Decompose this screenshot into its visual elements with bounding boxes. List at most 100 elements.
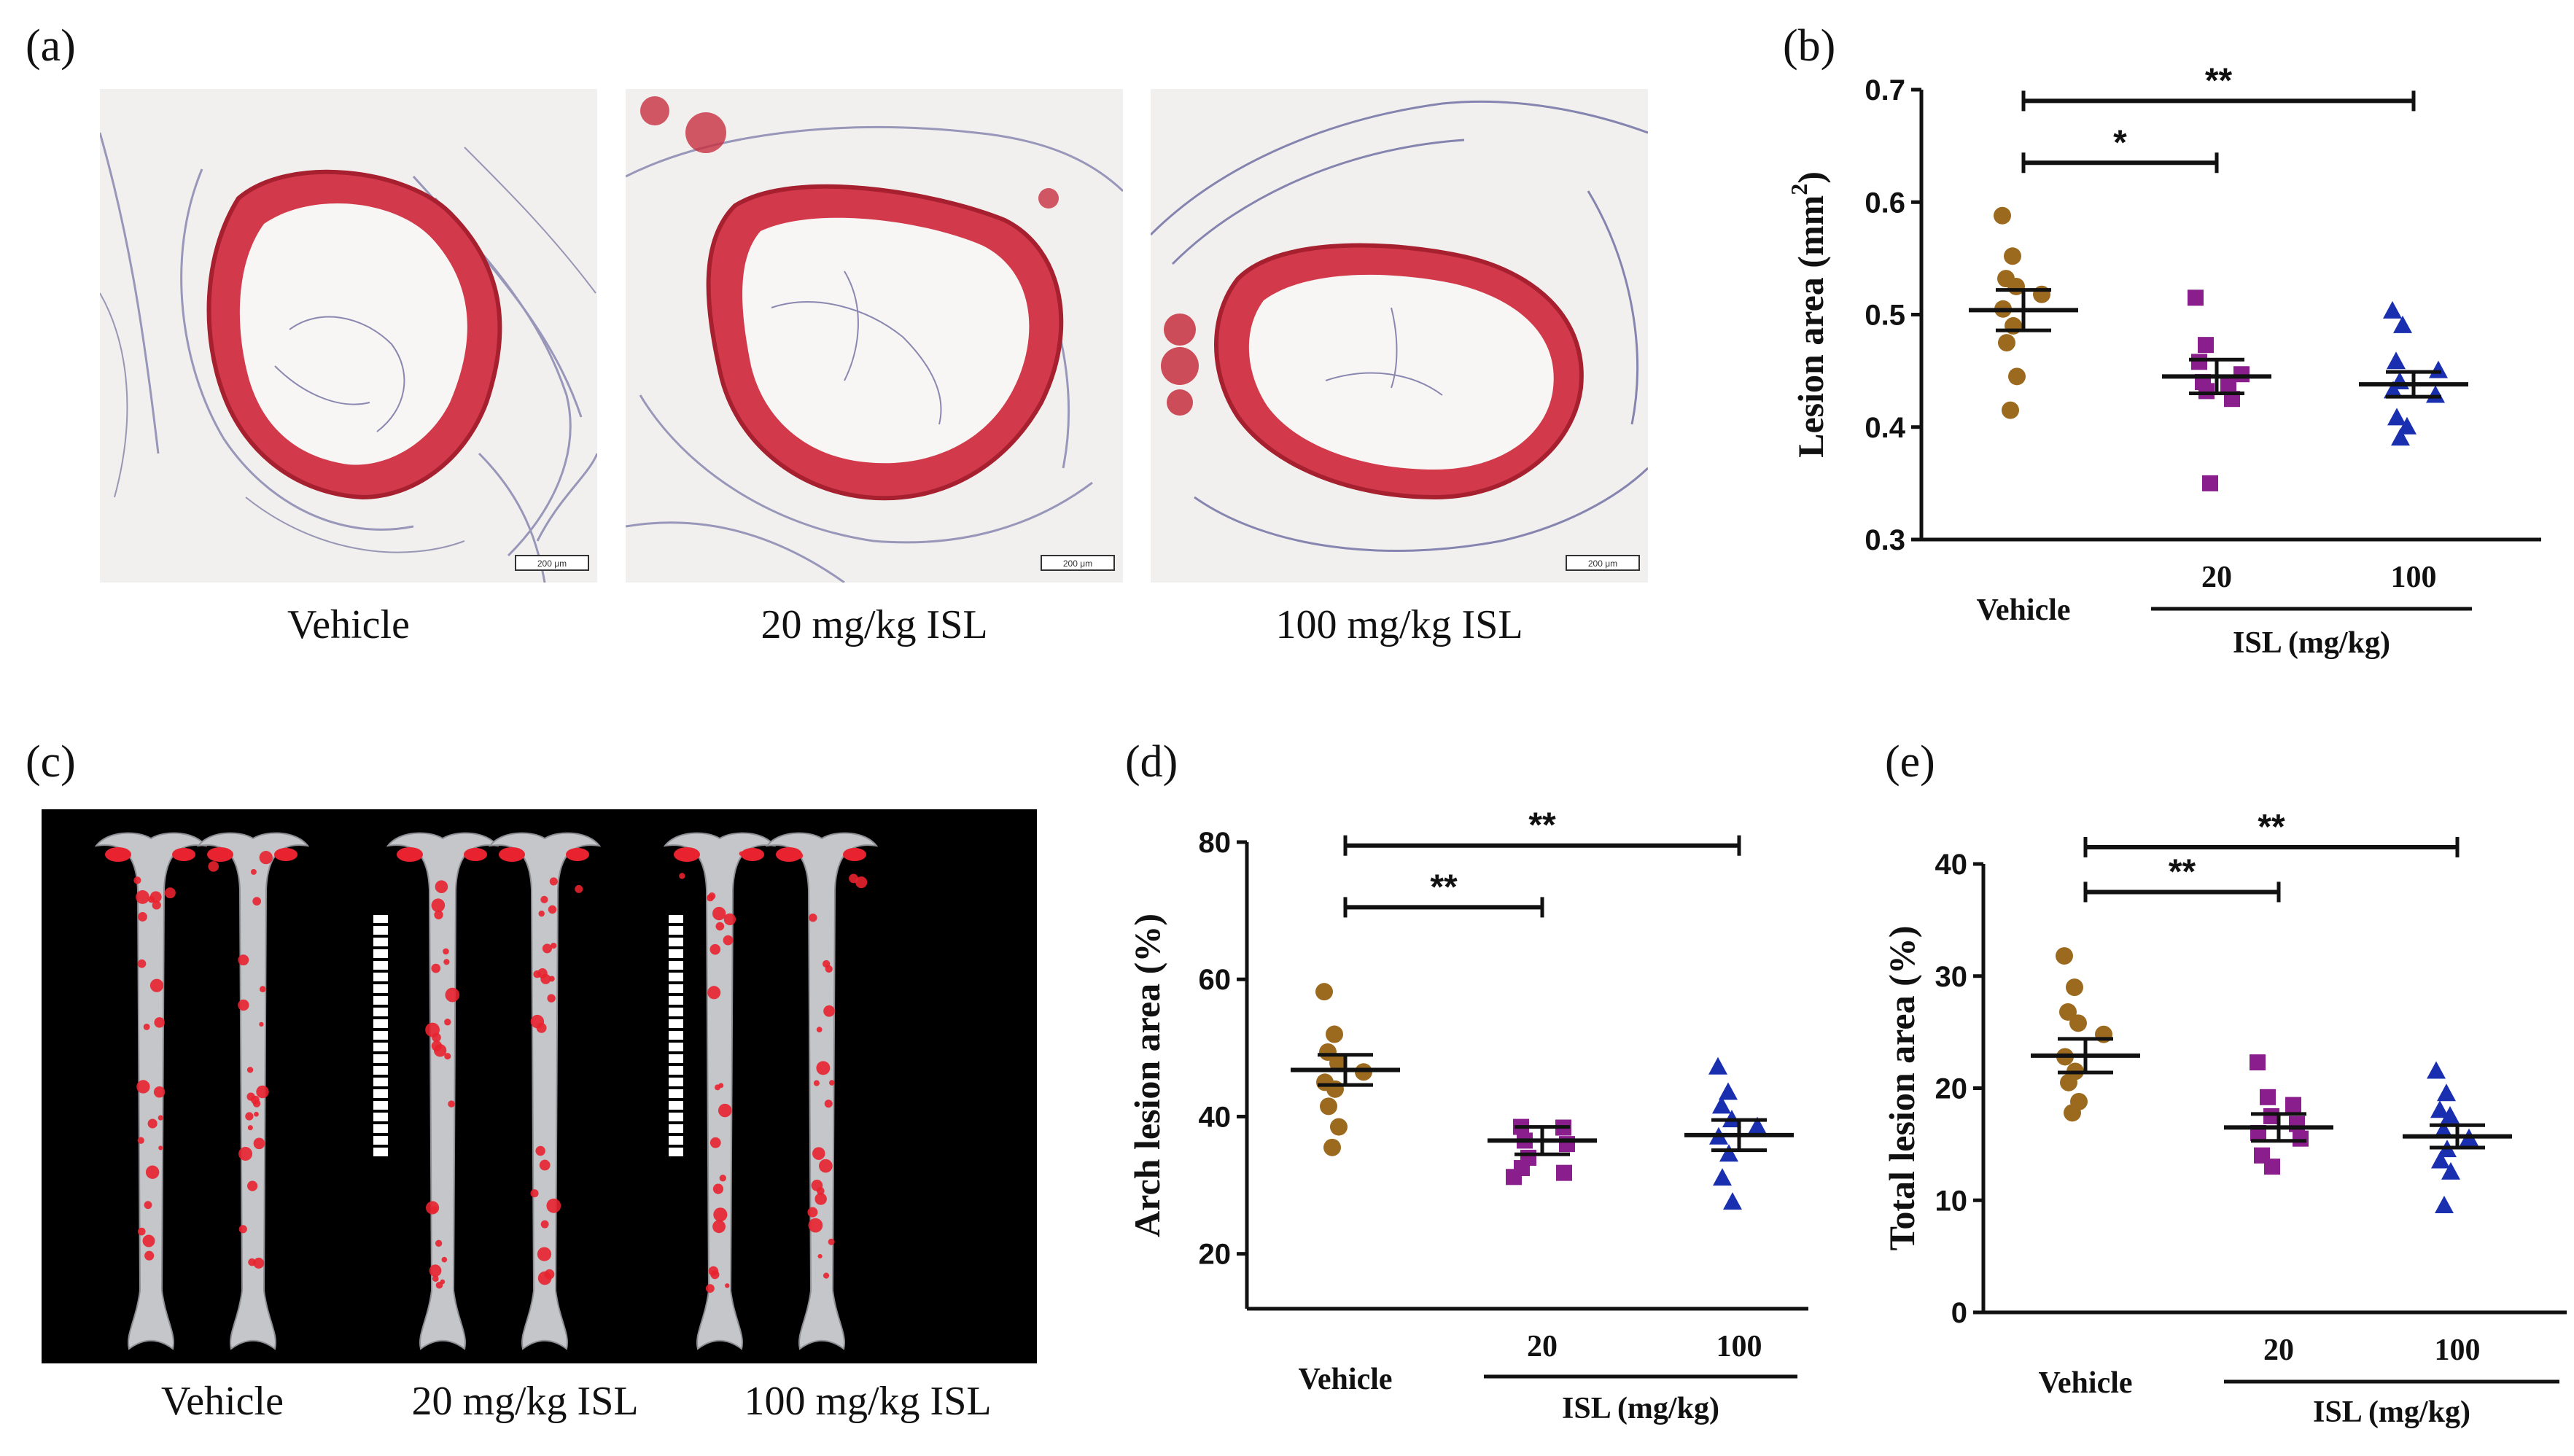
series-20 bbox=[2162, 289, 2271, 491]
data-point bbox=[2066, 978, 2083, 997]
scale-bar-label-1: 200 μm bbox=[537, 558, 567, 569]
aorta-specimen bbox=[386, 832, 499, 1350]
data-point bbox=[2398, 416, 2416, 435]
panel-label-c: (c) bbox=[26, 737, 76, 787]
micrograph-vehicle: 200 μm bbox=[100, 89, 597, 583]
data-point bbox=[1320, 1097, 1337, 1116]
data-point bbox=[2435, 1195, 2454, 1213]
chart-d-arch-lesion: 20 40 60 80 Arch lesion area (%) Vehicle 20 100… bbox=[1127, 806, 1808, 1425]
y-tick-label: 30 bbox=[1935, 961, 1968, 993]
data-point bbox=[1506, 1169, 1522, 1186]
data-point bbox=[2427, 1061, 2446, 1079]
x-category-label: 20 bbox=[2263, 1334, 2294, 1367]
data-point bbox=[1998, 334, 2015, 352]
data-point bbox=[1323, 1138, 1341, 1156]
data-point bbox=[2393, 315, 2412, 333]
y-axis-label: Lesion area (mm2) bbox=[1786, 171, 1831, 458]
data-point bbox=[1719, 1144, 1738, 1162]
series-20 bbox=[1488, 1118, 1597, 1186]
data-point bbox=[1719, 1082, 1738, 1100]
data-point bbox=[1556, 1164, 1572, 1181]
data-point bbox=[2264, 1159, 2280, 1175]
data-point bbox=[1330, 1118, 1348, 1136]
data-point bbox=[2429, 360, 2448, 378]
series-100 bbox=[2403, 1061, 2512, 1213]
data-point bbox=[2191, 354, 2207, 370]
aorta-specimen bbox=[94, 832, 208, 1350]
y-tick-label: 60 bbox=[1199, 964, 1232, 996]
data-point bbox=[1708, 1056, 1727, 1075]
y-tick-label: 20 bbox=[1935, 1073, 1968, 1105]
data-point bbox=[2260, 1089, 2276, 1105]
x-category-label: 100 bbox=[1716, 1330, 1762, 1363]
data-point bbox=[1326, 1080, 1344, 1098]
panel-label-a: (a) bbox=[26, 21, 76, 71]
chart-b-lesion-area: 0.3 0.4 0.5 0.6 0.7 Lesion area (mm2) Vehicle 2… bbox=[1786, 61, 2541, 660]
y-tick-label: 80 bbox=[1199, 827, 1232, 859]
group-axis-label: ISL (mg/kg) bbox=[2313, 1395, 2470, 1429]
data-point bbox=[2430, 1100, 2449, 1118]
data-point bbox=[2441, 1105, 2460, 1124]
micrograph-isl100: 200 μm bbox=[1151, 89, 1648, 583]
significance-label: ** bbox=[1430, 868, 1458, 906]
scale-bar-label-2: 200 μm bbox=[1063, 558, 1092, 569]
data-point bbox=[2060, 1073, 2077, 1091]
significance-label: ** bbox=[2169, 852, 2196, 891]
data-point bbox=[2250, 1054, 2266, 1071]
series-Vehicle bbox=[1291, 983, 1400, 1156]
data-point bbox=[1994, 206, 2011, 225]
caption-c-vehicle: Vehicle bbox=[161, 1379, 284, 1424]
data-point bbox=[2285, 1097, 2301, 1113]
data-point bbox=[2064, 1104, 2081, 1122]
significance-label: ** bbox=[1528, 806, 1556, 845]
y-tick-label: 0 bbox=[1951, 1297, 1967, 1329]
y-tick-label: 0.3 bbox=[1865, 524, 1905, 556]
significance-label: * bbox=[2113, 123, 2127, 162]
y-tick-label: 20 bbox=[1199, 1239, 1232, 1271]
x-category-label: Vehicle bbox=[1976, 593, 2070, 627]
caption-c-isl20: 20 mg/kg ISL bbox=[411, 1379, 639, 1424]
aorta-specimen bbox=[765, 832, 879, 1350]
data-point bbox=[2202, 475, 2218, 491]
data-point bbox=[2188, 289, 2204, 306]
caption-a-isl100: 100 mg/kg ISL bbox=[1275, 602, 1523, 647]
caption-c-isl100: 100 mg/kg ISL bbox=[744, 1379, 992, 1424]
ruler-scale bbox=[669, 915, 683, 1159]
data-point bbox=[2426, 385, 2445, 403]
series-100 bbox=[1684, 1056, 1794, 1210]
group-axis-label: ISL (mg/kg) bbox=[1562, 1392, 1719, 1425]
data-point bbox=[2437, 1083, 2456, 1102]
data-point bbox=[2441, 1161, 2460, 1180]
aorta-en-face-image bbox=[42, 809, 1037, 1363]
y-tick-label: 40 bbox=[1935, 849, 1968, 881]
y-axis-label: Total lesion area (%) bbox=[1881, 926, 1922, 1251]
panel-label-e: (e) bbox=[1885, 737, 1935, 787]
series-Vehicle bbox=[1969, 206, 2078, 419]
x-category-label: 100 bbox=[2435, 1334, 2481, 1367]
aorta-specimen bbox=[196, 832, 310, 1350]
data-point bbox=[1723, 1192, 1742, 1210]
x-category-label: Vehicle bbox=[1298, 1363, 1392, 1396]
data-point bbox=[2008, 367, 2026, 386]
ruler-scale bbox=[373, 915, 388, 1159]
data-point bbox=[1326, 1025, 1343, 1043]
data-point bbox=[1713, 1168, 1732, 1186]
series-20 bbox=[2224, 1054, 2333, 1175]
x-category-label: 20 bbox=[1527, 1330, 1558, 1363]
aorta-specimen bbox=[488, 832, 602, 1350]
x-category-label: 20 bbox=[2201, 561, 2232, 594]
data-point bbox=[2384, 381, 2403, 399]
y-tick-label: 0.7 bbox=[1865, 74, 1905, 106]
data-point bbox=[2002, 401, 2019, 419]
data-point bbox=[2383, 300, 2402, 319]
data-point bbox=[2434, 1120, 2453, 1138]
data-point bbox=[2387, 351, 2406, 370]
data-point bbox=[1329, 1054, 1347, 1072]
data-point bbox=[2391, 428, 2410, 446]
x-category-label: Vehicle bbox=[2038, 1366, 2132, 1400]
data-point bbox=[2056, 947, 2073, 965]
data-point bbox=[1748, 1116, 1767, 1134]
data-point bbox=[1315, 983, 1333, 1001]
y-tick-label: 10 bbox=[1935, 1185, 1968, 1217]
micrograph-isl20: 200 μm bbox=[626, 89, 1123, 583]
